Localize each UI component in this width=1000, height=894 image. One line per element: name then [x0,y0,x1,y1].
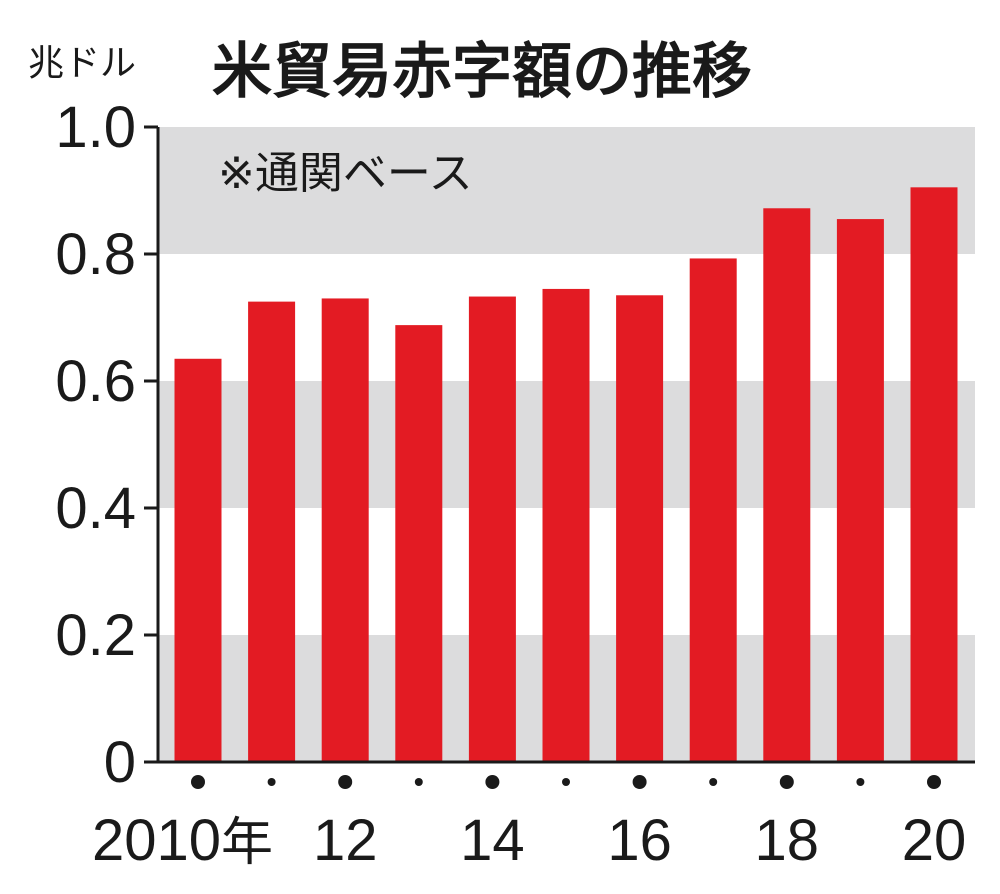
y-axis-unit-label: 兆ドル [28,43,136,84]
y-tick-label: 0.4 [55,476,136,541]
y-tick-label: 1.0 [55,95,136,160]
y-tick-labels: 0 0.2 0.4 0.6 0.8 1.0 [55,95,158,795]
x-tick-label-2020: 20 [902,808,967,873]
bar-2017 [689,258,737,762]
bar-2015 [542,288,590,762]
bar-2016 [616,295,664,762]
chart-title: 米貿易赤字額の推移 [212,37,752,107]
year-marker-2011 [267,778,276,786]
x-tick-label-2018: 18 [755,808,820,873]
year-marker-2017 [709,778,718,786]
bar-2018 [763,208,811,762]
x-tick-label-2014: 14 [460,808,525,873]
bar-2013 [395,325,443,762]
bar-2019 [836,219,884,762]
x-tick-label-2012: 12 [313,808,378,873]
year-marker-2013 [414,778,423,786]
year-marker-2016 [632,775,647,789]
year-marker-2018 [779,775,794,789]
year-marker-2010 [191,775,205,789]
x-tick-label-2016: 16 [607,808,672,873]
bar-2014 [468,296,516,762]
bar-2012 [321,298,369,762]
x-tick-label-2010: 2010年 [92,808,273,873]
bars [174,187,958,762]
y-tick-label: 0.8 [55,222,136,287]
x-tick-suffix: 年 [221,813,273,873]
bar-2010 [174,358,222,762]
year-marker-2020 [927,775,941,789]
year-marker-2012 [338,775,353,789]
y-tick-label: 0.2 [55,603,136,668]
chart-note: ※通関ベース [218,148,473,199]
x-markers [191,775,941,789]
year-marker-2015 [562,778,570,786]
bar-2011 [248,301,296,762]
x-tick-labels: 2010年 12 14 16 18 20 [92,808,966,873]
y-tick-label: 0.6 [55,349,136,414]
year-marker-2019 [856,778,865,786]
bar-2020 [910,187,958,762]
axes [156,127,975,764]
year-marker-2014 [485,775,500,789]
y-tick-label: 0 [104,730,136,795]
